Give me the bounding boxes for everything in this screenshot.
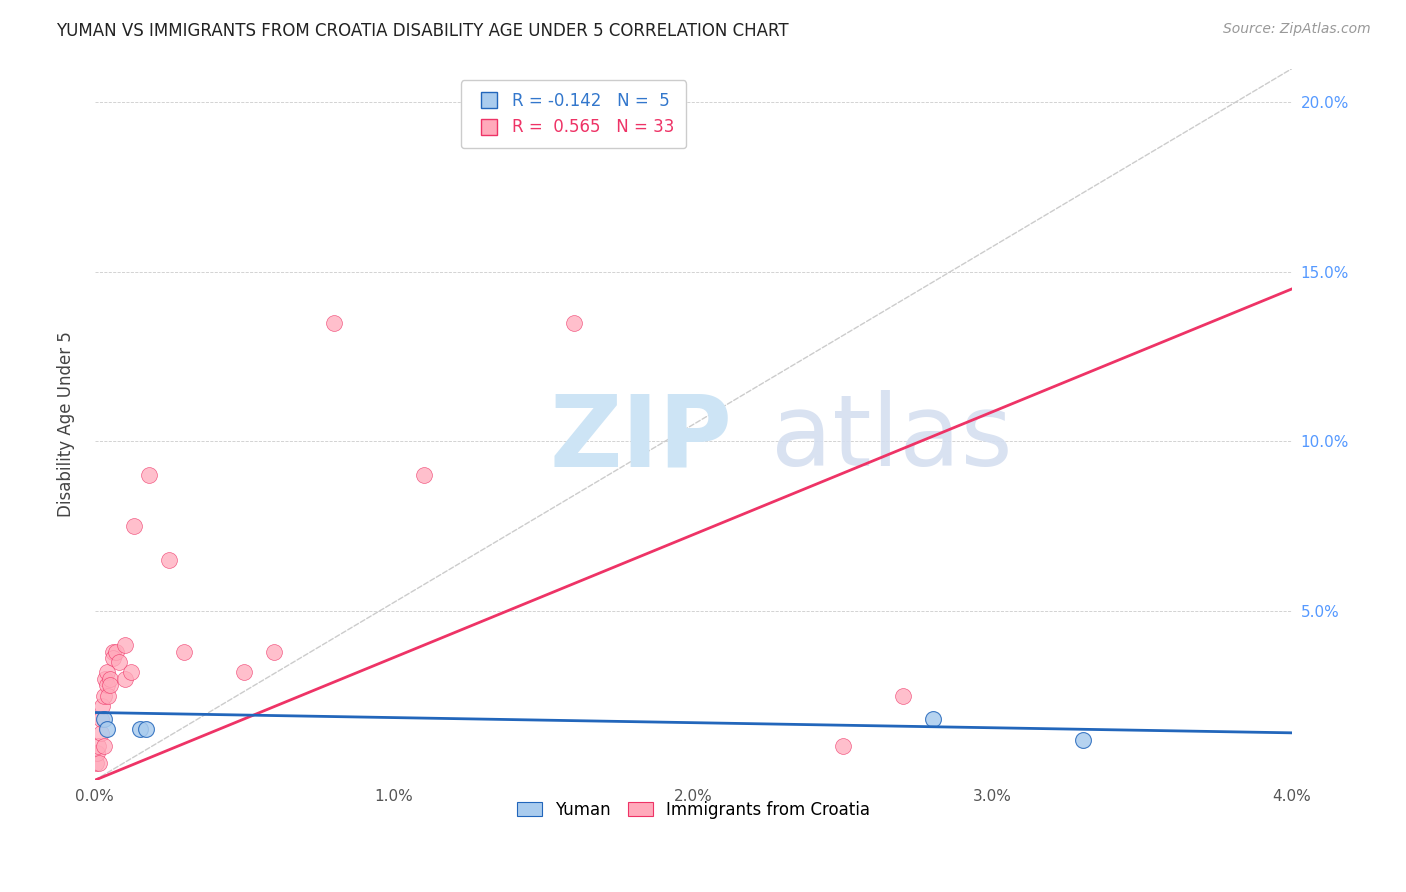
Point: [86, 739, 108, 754]
Point: [107, 655, 129, 669]
Point: [87, 756, 110, 771]
Point: [101, 644, 124, 658]
Point: [96, 665, 118, 679]
Point: [122, 519, 145, 533]
Text: atlas: atlas: [772, 390, 1012, 487]
Point: [233, 665, 256, 679]
Point: [93, 739, 115, 754]
Point: [128, 723, 150, 737]
Point: [97, 689, 120, 703]
Point: [86, 746, 108, 760]
Point: [114, 638, 136, 652]
Point: [98, 678, 121, 692]
Point: [91, 698, 114, 713]
Point: [94, 672, 117, 686]
Point: [90, 712, 112, 726]
Point: [562, 316, 585, 330]
Point: [159, 553, 181, 567]
Point: [413, 468, 436, 483]
Point: [263, 644, 285, 658]
Point: [832, 739, 855, 754]
Text: Source: ZipAtlas.com: Source: ZipAtlas.com: [1223, 22, 1371, 37]
Point: [104, 644, 127, 658]
Point: [90, 726, 112, 740]
Point: [134, 723, 156, 737]
Point: [84, 756, 107, 771]
Point: [96, 678, 118, 692]
Point: [98, 672, 121, 686]
Point: [101, 651, 124, 665]
Legend: Yuman, Immigrants from Croatia: Yuman, Immigrants from Croatia: [510, 794, 876, 825]
Text: ZIP: ZIP: [550, 390, 733, 487]
Point: [323, 316, 346, 330]
Point: [891, 689, 914, 703]
Point: [1071, 732, 1094, 747]
Text: YUMAN VS IMMIGRANTS FROM CROATIA DISABILITY AGE UNDER 5 CORRELATION CHART: YUMAN VS IMMIGRANTS FROM CROATIA DISABIL…: [56, 22, 789, 40]
Point: [120, 665, 142, 679]
Point: [96, 723, 118, 737]
Point: [921, 712, 943, 726]
Point: [114, 672, 136, 686]
Point: [173, 644, 195, 658]
Point: [93, 689, 115, 703]
Y-axis label: Disability Age Under 5: Disability Age Under 5: [58, 332, 75, 517]
Point: [93, 712, 115, 726]
Point: [138, 468, 160, 483]
